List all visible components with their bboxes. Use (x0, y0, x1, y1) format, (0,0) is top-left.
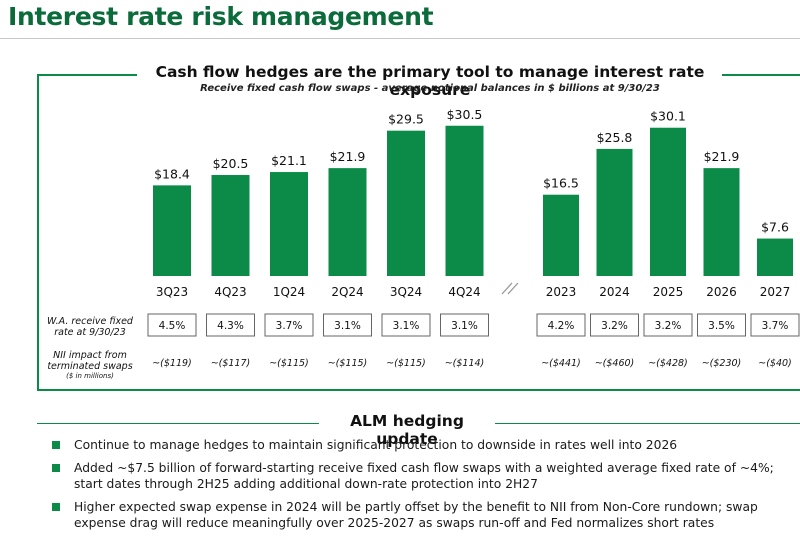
bar-value-label: $20.5 (213, 156, 249, 171)
wa-rate-box (147, 313, 197, 337)
bar-value-label: $21.1 (271, 153, 307, 168)
wa-rate-value: 3.2% (655, 320, 682, 332)
wa-rate-box (264, 313, 314, 337)
bullet-square-icon (52, 464, 60, 472)
wa-rate-box (697, 313, 746, 337)
bar (328, 168, 367, 276)
wa-rate-value: 4.5% (159, 320, 186, 332)
bar-value-label: $7.6 (761, 220, 789, 235)
nii-impact-row-label: NII impact from terminated swaps ($ in m… (40, 350, 140, 381)
chart-subtitle: Receive fixed cash flow swaps - average … (200, 83, 660, 94)
wa-rate-value: 3.1% (334, 320, 361, 332)
alm-bullet: Added ~$7.5 billion of forward-starting … (50, 460, 795, 492)
wa-rate-value: 3.7% (276, 320, 303, 332)
page-title: Interest rate risk management (8, 2, 434, 31)
wa-rate-box (206, 313, 255, 337)
alm-bullet: Higher expected swap expense in 2024 wil… (50, 499, 795, 531)
chart-frame-left (37, 74, 39, 390)
nii-impact-value: ~($117) (211, 358, 251, 369)
alm-rule-left (37, 423, 319, 424)
nii-impact-value: ~($115) (328, 358, 368, 369)
wa-rate-box (590, 313, 639, 337)
nii-impact-value: ~($441) (541, 358, 581, 369)
nii-impact-value: ~($460) (595, 358, 635, 369)
axis-break-mark (501, 282, 513, 295)
alm-bullet-list: Continue to manage hedges to maintain si… (50, 437, 795, 538)
alm-rule-right (495, 423, 800, 424)
alm-bullet: Continue to manage hedges to maintain si… (50, 437, 795, 453)
category-label: 2026 (706, 285, 737, 299)
bullet-square-icon (52, 441, 60, 449)
alm-bullet-text: Added ~$7.5 billion of forward-starting … (74, 461, 774, 491)
wa-rate-box (643, 313, 693, 337)
category-label: 4Q23 (214, 285, 246, 299)
bar (703, 168, 740, 276)
wa-rate-value: 3.2% (601, 320, 628, 332)
swap-notional-bar-chart: $18.4 3Q23 4.5% ~($119) $20.5 4Q23 4.3% ~($117)… (147, 107, 800, 369)
category-label: 2024 (599, 285, 630, 299)
bar-value-label: $30.5 (447, 107, 483, 122)
wa-rate-box (381, 313, 431, 337)
axis-break-mark (507, 282, 519, 295)
bar-value-label: $21.9 (704, 149, 740, 164)
wa-rate-label-line1: W.A. receive fixed (47, 316, 133, 327)
alm-bullet-text: Continue to manage hedges to maintain si… (74, 438, 678, 452)
category-label: 2Q24 (331, 285, 363, 299)
bar (387, 130, 425, 276)
wa-rate-label-line2: rate at 9/30/23 (54, 327, 126, 338)
nii-impact-value: ~($115) (386, 358, 426, 369)
wa-rate-value: 4.2% (548, 320, 575, 332)
bar (596, 148, 633, 276)
wa-rate-value: 3.7% (762, 320, 789, 332)
chart-frame-bottom (37, 389, 800, 391)
nii-label-units: ($ in millions) (66, 372, 114, 380)
chart-frame-top-right (722, 74, 800, 76)
title-divider (0, 38, 800, 39)
alm-section-title: ALM hedging update (350, 412, 464, 448)
bar-value-label: $21.9 (330, 149, 366, 164)
bar-value-label: $30.1 (650, 109, 686, 124)
bar (757, 238, 793, 276)
wa-rate-value: 3.1% (393, 320, 420, 332)
bar (270, 172, 308, 276)
bar (543, 194, 579, 276)
nii-impact-value: ~($40) (758, 358, 792, 369)
nii-impact-value: ~($428) (648, 358, 688, 369)
bar-value-label: $18.4 (154, 166, 190, 181)
wa-rate-box (750, 313, 800, 337)
alm-bullet-text: Higher expected swap expense in 2024 wil… (74, 500, 758, 530)
bar (445, 125, 484, 276)
bullet-square-icon (52, 503, 60, 511)
bar-value-label: $25.8 (597, 130, 633, 145)
bar-value-label: $29.5 (388, 112, 424, 127)
bar-value-label: $16.5 (543, 176, 579, 191)
chart-title: Cash flow hedges are the primary tool to… (155, 63, 705, 99)
wa-rate-value: 4.3% (217, 320, 244, 332)
category-label: 2025 (653, 285, 684, 299)
wa-rate-box (323, 313, 372, 337)
nii-label-line2: terminated swaps (47, 361, 133, 372)
wa-rate-row-label: W.A. receive fixed rate at 9/30/23 (40, 316, 140, 338)
category-label: 4Q24 (448, 285, 480, 299)
chart-frame-top-left (37, 74, 137, 76)
category-label: 2027 (760, 285, 791, 299)
bar (153, 185, 191, 276)
wa-rate-box (440, 313, 489, 337)
nii-impact-value: ~($115) (269, 358, 309, 369)
wa-rate-box (536, 313, 586, 337)
wa-rate-value: 3.5% (708, 320, 735, 332)
wa-rate-value: 3.1% (451, 320, 478, 332)
category-label: 3Q23 (156, 285, 188, 299)
category-label: 3Q24 (390, 285, 422, 299)
nii-label-line1: NII impact from (53, 350, 127, 361)
category-label: 1Q24 (273, 285, 305, 299)
bar (650, 127, 686, 276)
bar (211, 175, 250, 276)
category-label: 2023 (546, 285, 577, 299)
nii-impact-value: ~($119) (152, 358, 192, 369)
nii-impact-value: ~($230) (702, 358, 742, 369)
nii-impact-value: ~($114) (445, 358, 485, 369)
